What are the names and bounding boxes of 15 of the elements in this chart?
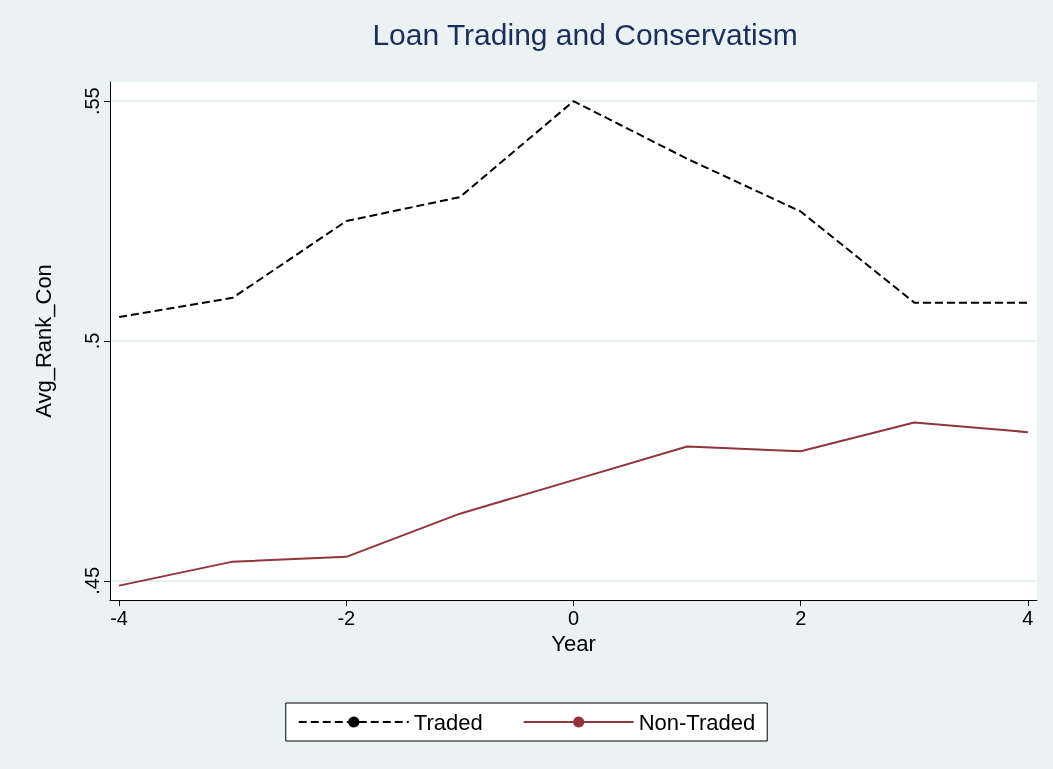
x-tick-label: 4	[1022, 607, 1034, 629]
legend-label: Traded	[413, 709, 483, 735]
x-tick-label: 2	[795, 607, 807, 629]
x-tick-label: -4	[110, 607, 128, 629]
x-axis-title: Year	[551, 631, 596, 657]
legend-label: Non-Traded	[638, 709, 756, 735]
y-axis-title: Avg_Rank_Con	[30, 264, 56, 418]
y-tick-label: .45	[81, 566, 103, 595]
line-series	[118, 421, 1029, 587]
line-series	[118, 100, 1029, 319]
y-tick-label: .5	[81, 332, 103, 350]
x-tick-label: -2	[337, 607, 356, 629]
chart-title: Loan Trading and Conservatism	[372, 17, 798, 51]
y-tick-label: .55	[81, 87, 103, 116]
x-tick-label: 0	[567, 607, 580, 629]
